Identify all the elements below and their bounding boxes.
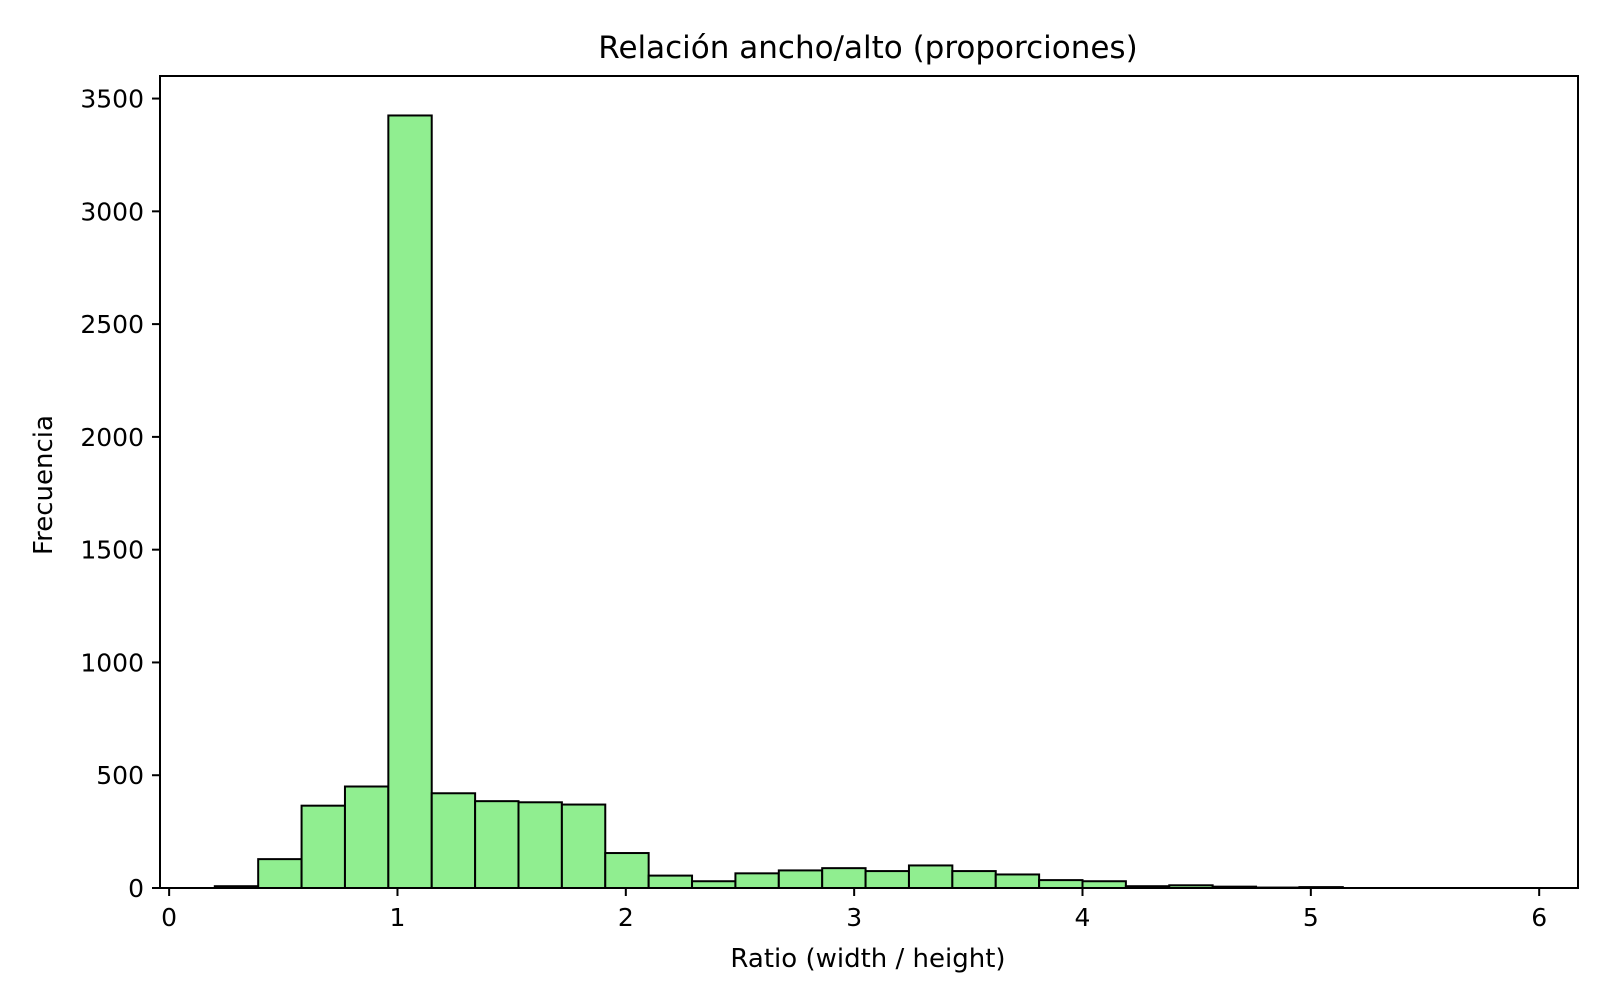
histogram-bar-7 bbox=[517, 801, 563, 889]
histogram-bars bbox=[213, 114, 1344, 890]
y-tick-label-2: 1000 bbox=[80, 648, 144, 677]
histogram-bar-12 bbox=[734, 872, 780, 889]
histogram-bar-15 bbox=[864, 870, 910, 889]
y-tick-label-0: 0 bbox=[128, 874, 144, 903]
y-tick-label-4: 2000 bbox=[80, 423, 144, 452]
histogram-bar-9 bbox=[604, 852, 650, 889]
y-tick-label-1: 500 bbox=[96, 761, 144, 790]
histogram-bar-8 bbox=[560, 803, 607, 889]
x-tick-label-0: 0 bbox=[161, 903, 177, 932]
y-axis-label: Frecuencia bbox=[29, 415, 59, 555]
histogram-bar-20 bbox=[1081, 880, 1127, 890]
histogram-bar-2 bbox=[300, 804, 346, 890]
y-tick-label-6: 3000 bbox=[80, 197, 144, 226]
histogram-bar-16 bbox=[907, 864, 954, 890]
y-tick-label-7: 3500 bbox=[80, 85, 144, 114]
y-tick-label-3: 1500 bbox=[80, 536, 144, 565]
x-axis-ticks: 0 1 2 3 4 5 6 bbox=[161, 888, 1547, 932]
histogram-bar-4 bbox=[387, 114, 433, 889]
histogram-bar-13 bbox=[777, 869, 824, 890]
histogram-bar-1 bbox=[257, 858, 303, 890]
y-tick-label-5: 2500 bbox=[80, 310, 144, 339]
x-tick-label-2: 2 bbox=[618, 903, 634, 932]
chart-title: Relación ancho/alto (proporciones) bbox=[598, 30, 1137, 66]
histogram-bar-10 bbox=[647, 874, 694, 889]
x-axis-label: Ratio (width / height) bbox=[730, 944, 1005, 974]
histogram-bar-5 bbox=[430, 792, 477, 889]
histogram-bar-11 bbox=[691, 880, 737, 890]
x-tick-label-6: 6 bbox=[1531, 903, 1547, 932]
histogram-bar-17 bbox=[951, 870, 997, 889]
y-axis-ticks: 0 500 1000 1500 2000 2500 3000 3500 bbox=[80, 85, 160, 903]
x-tick-label-5: 5 bbox=[1303, 903, 1319, 932]
histogram-bar-3 bbox=[343, 785, 390, 889]
histogram-bar-14 bbox=[821, 867, 867, 890]
x-tick-label-3: 3 bbox=[846, 903, 862, 932]
histogram-bar-18 bbox=[994, 873, 1041, 890]
x-tick-label-1: 1 bbox=[390, 903, 406, 932]
histogram-bar-6 bbox=[474, 800, 520, 890]
histogram-bar-19 bbox=[1038, 879, 1084, 889]
x-tick-label-4: 4 bbox=[1075, 903, 1091, 932]
plot-area-frame bbox=[159, 75, 1579, 889]
